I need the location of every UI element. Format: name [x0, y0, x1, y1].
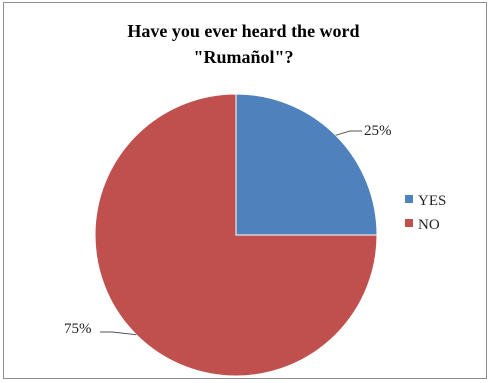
legend: YES NO	[405, 193, 446, 233]
leader-lines	[100, 130, 362, 336]
chart-title-line-1: Have you ever heard the word	[127, 21, 360, 41]
pie-slice-yes	[235, 93, 378, 236]
data-label-yes: 25%	[364, 123, 392, 139]
chart-title: Have you ever heard the word "Rumañol"?	[0, 18, 487, 70]
data-label-no: 75%	[64, 321, 92, 337]
legend-swatch-no	[405, 219, 413, 227]
legend-label-yes: YES	[418, 193, 446, 209]
legend-label-no: NO	[418, 217, 440, 233]
leader-line-no	[100, 331, 137, 336]
pie-slices	[94, 93, 378, 377]
legend-swatch-yes	[405, 195, 413, 203]
chart-title-line-2: "Rumañol"?	[193, 47, 294, 67]
leader-line-yes	[335, 130, 362, 136]
